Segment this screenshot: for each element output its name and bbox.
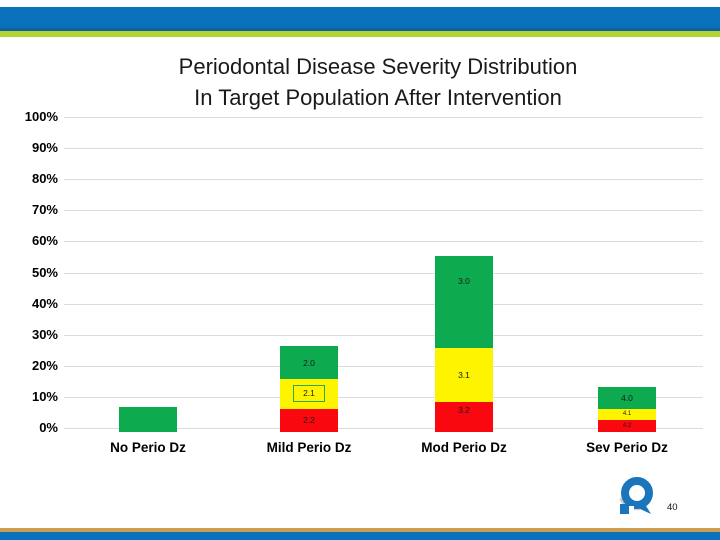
gridline [64, 148, 703, 149]
category-label: Mod Perio Dz [421, 440, 507, 455]
bar-segment-label-boxed: 2.1 [293, 385, 325, 403]
bottom-gold-line [0, 528, 720, 532]
gridline [64, 397, 703, 398]
bar-segment-green [119, 407, 177, 432]
category-label: Mild Perio Dz [266, 440, 352, 455]
bottom-blue-band [0, 532, 720, 540]
gridline [64, 366, 703, 367]
gridline [64, 335, 703, 336]
y-axis-label: 90% [31, 140, 58, 155]
category-label: Sev Perio Dz [586, 440, 668, 455]
y-axis-label: 10% [31, 389, 58, 404]
bar-segment-red [280, 408, 338, 432]
top-blue-band-edge [0, 28, 720, 31]
title-line-1: Periodontal Disease Severity Distributio… [178, 54, 578, 79]
y-axis-label: 30% [31, 327, 58, 342]
bar-segment-yellow [280, 379, 338, 409]
bar-segment-red [435, 402, 493, 432]
gridline [64, 179, 703, 180]
bar-segment-yellow [435, 348, 493, 403]
y-axis-label: 100% [24, 109, 58, 124]
bar-segment-yellow [598, 408, 656, 420]
bar-segment-green [435, 256, 493, 349]
gridline [64, 117, 703, 118]
bar-segment-label: 4.0 [621, 392, 633, 403]
page-number: 40 [667, 502, 678, 513]
bar-segment-label: 3.2 [458, 405, 470, 416]
bar-segment-green [280, 346, 338, 380]
top-lime-band [0, 31, 720, 37]
gridline [64, 428, 703, 429]
category-label: No Perio Dz [110, 440, 186, 455]
slide-title: Periodontal Disease Severity Distributio… [118, 51, 638, 113]
y-axis-label: 50% [31, 265, 58, 280]
bar-segment-label: 2.0 [303, 357, 315, 368]
bar-segment-label: 2.2 [303, 415, 315, 426]
bar-segment-label: 4.2 [622, 422, 632, 429]
y-axis-label: 0% [39, 420, 58, 435]
y-axis-label: 80% [31, 171, 58, 186]
bar-segment-red [598, 419, 656, 432]
q-logo-icon [619, 477, 653, 514]
gridline [64, 241, 703, 242]
gridline [64, 304, 703, 305]
gridline [64, 210, 703, 211]
bar-segment-label: 3.0 [458, 276, 470, 287]
gridline [64, 273, 703, 274]
bar-segment-label: 3.1 [458, 370, 470, 381]
bar-segment-label: 4.1 [622, 411, 632, 418]
title-line-2: In Target Population After Intervention [194, 85, 562, 110]
q-logo [617, 477, 657, 517]
bar-segment-green [598, 386, 656, 409]
y-axis-label: 70% [31, 202, 58, 217]
y-axis-label: 60% [31, 233, 58, 248]
top-blue-band [0, 7, 720, 28]
y-axis-label: 40% [31, 296, 58, 311]
y-axis-label: 20% [31, 358, 58, 373]
